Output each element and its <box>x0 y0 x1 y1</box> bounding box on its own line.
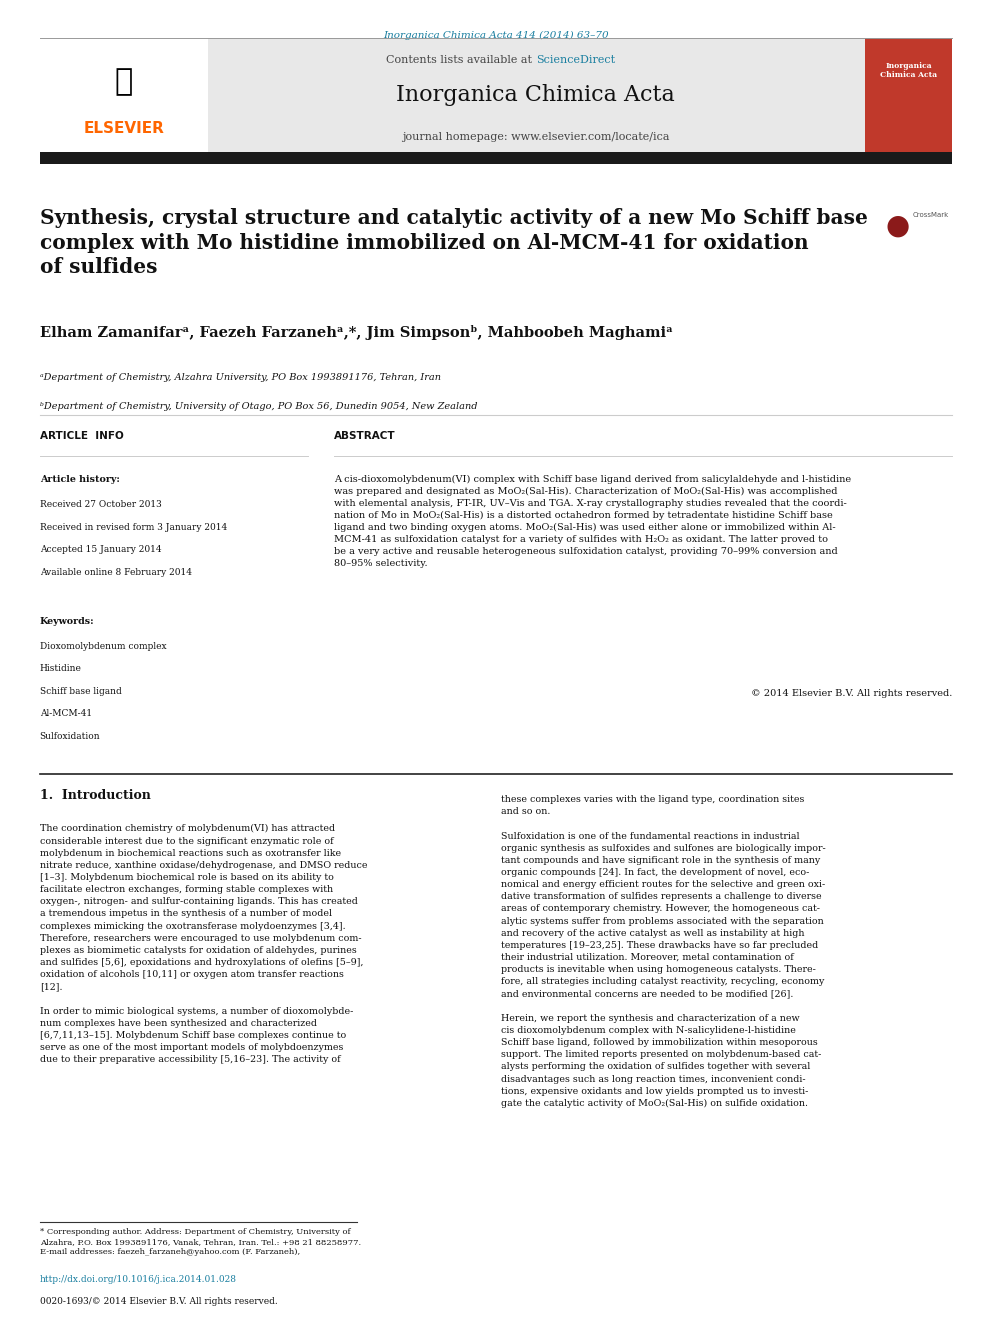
Text: Available online 8 February 2014: Available online 8 February 2014 <box>40 568 191 577</box>
Text: Al-MCM-41: Al-MCM-41 <box>40 709 92 718</box>
Text: these complexes varies with the ligand type, coordination sites
and so on.

Sulf: these complexes varies with the ligand t… <box>501 795 825 1109</box>
Text: 0020-1693/© 2014 Elsevier B.V. All rights reserved.: 0020-1693/© 2014 Elsevier B.V. All right… <box>40 1297 278 1306</box>
Text: Inorganica Chimica Acta 414 (2014) 63–70: Inorganica Chimica Acta 414 (2014) 63–70 <box>383 30 609 40</box>
Text: ScienceDirect: ScienceDirect <box>536 54 615 65</box>
Bar <box>40 152 952 164</box>
Text: CrossMark: CrossMark <box>913 212 949 218</box>
Text: 🌲: 🌲 <box>115 67 133 97</box>
FancyBboxPatch shape <box>40 38 208 152</box>
Text: Accepted 15 January 2014: Accepted 15 January 2014 <box>40 545 162 554</box>
Text: ARTICLE  INFO: ARTICLE INFO <box>40 431 123 442</box>
Text: 1.  Introduction: 1. Introduction <box>40 789 151 802</box>
Text: Contents lists available at: Contents lists available at <box>386 54 536 65</box>
Text: The coordination chemistry of molybdenum(VI) has attracted
considerable interest: The coordination chemistry of molybdenum… <box>40 824 367 1064</box>
Text: Dioxomolybdenum complex: Dioxomolybdenum complex <box>40 642 167 651</box>
Text: * Corresponding author. Address: Department of Chemistry, University of
Alzahra,: * Corresponding author. Address: Departm… <box>40 1228 361 1256</box>
Text: Article history:: Article history: <box>40 475 120 484</box>
Text: http://dx.doi.org/10.1016/j.ica.2014.01.028: http://dx.doi.org/10.1016/j.ica.2014.01.… <box>40 1275 237 1285</box>
Text: Received 27 October 2013: Received 27 October 2013 <box>40 500 162 509</box>
Text: Histidine: Histidine <box>40 664 81 673</box>
Text: Inorganica Chimica Acta: Inorganica Chimica Acta <box>397 85 675 106</box>
Text: Received in revised form 3 January 2014: Received in revised form 3 January 2014 <box>40 523 227 532</box>
Text: Sulfoxidation: Sulfoxidation <box>40 732 100 741</box>
FancyBboxPatch shape <box>865 38 952 152</box>
Text: Elham Zamanifarᵃ, Faezeh Farzanehᵃ,*, Jim Simpsonᵇ, Mahboobeh Maghamiᵃ: Elham Zamanifarᵃ, Faezeh Farzanehᵃ,*, Ji… <box>40 325 673 340</box>
Text: ●: ● <box>886 212 910 239</box>
Text: Synthesis, crystal structure and catalytic activity of a new Mo Schiff base
comp: Synthesis, crystal structure and catalyt… <box>40 208 868 278</box>
Text: Inorganica
Chimica Acta: Inorganica Chimica Acta <box>880 62 937 79</box>
Text: Schiff base ligand: Schiff base ligand <box>40 687 121 696</box>
Text: journal homepage: www.elsevier.com/locate/ica: journal homepage: www.elsevier.com/locat… <box>402 131 670 142</box>
FancyBboxPatch shape <box>40 38 952 152</box>
Text: ᵃDepartment of Chemistry, Alzahra University, PO Box 1993891176, Tehran, Iran: ᵃDepartment of Chemistry, Alzahra Univer… <box>40 373 440 382</box>
Text: A cis-dioxomolybdenum(VI) complex with Schiff base ligand derived from salicylal: A cis-dioxomolybdenum(VI) complex with S… <box>334 475 851 568</box>
Text: Keywords:: Keywords: <box>40 617 94 626</box>
Text: ELSEVIER: ELSEVIER <box>83 122 165 136</box>
Text: © 2014 Elsevier B.V. All rights reserved.: © 2014 Elsevier B.V. All rights reserved… <box>751 689 952 699</box>
Text: ABSTRACT: ABSTRACT <box>334 431 396 442</box>
Text: ᵇDepartment of Chemistry, University of Otago, PO Box 56, Dunedin 9054, New Zeal: ᵇDepartment of Chemistry, University of … <box>40 402 477 411</box>
